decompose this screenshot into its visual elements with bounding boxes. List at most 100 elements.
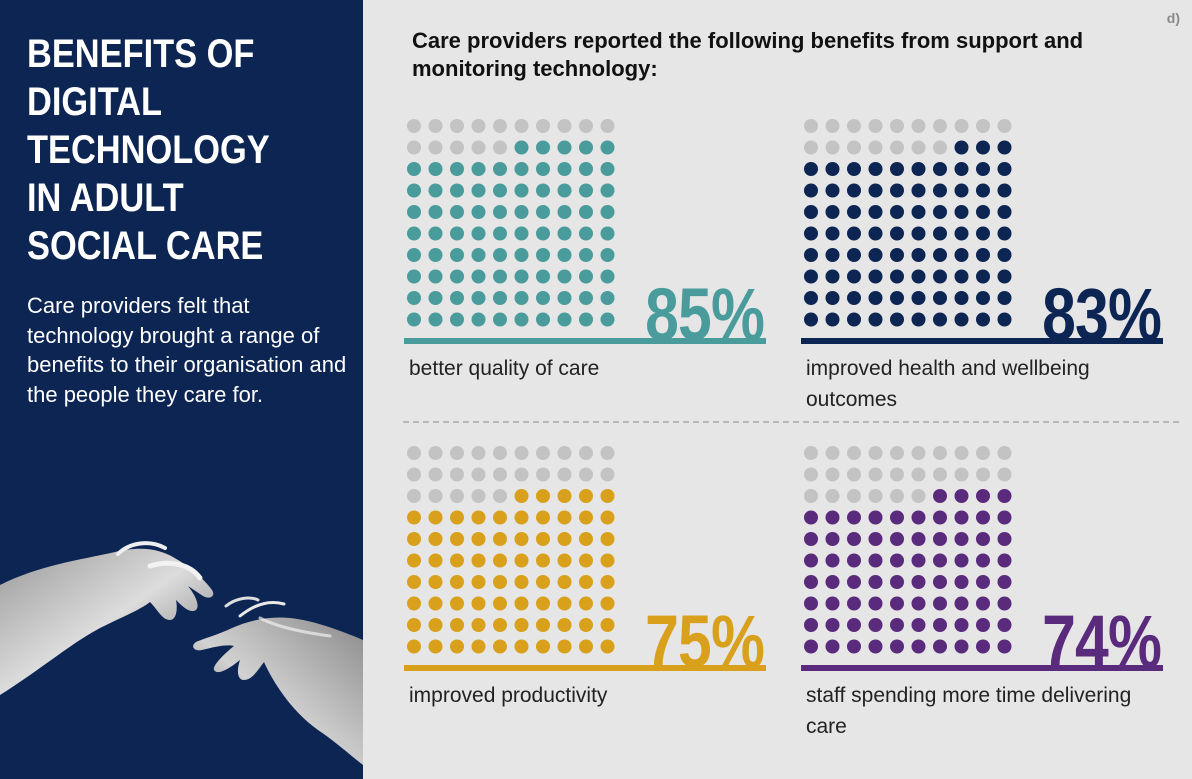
waffle-dot-empty — [407, 446, 421, 460]
waffle-dot-filled — [890, 618, 904, 632]
waffle-dot-empty — [557, 446, 572, 460]
waffle-dot-filled — [976, 553, 990, 568]
waffle-dot-filled — [450, 226, 464, 241]
waffle-dot-filled — [407, 248, 421, 262]
waffle-dot-filled — [428, 618, 443, 632]
waffle-dot-filled — [976, 489, 990, 503]
waffle-dot-filled — [407, 291, 421, 305]
waffle-dot-filled — [976, 575, 990, 589]
waffle-dot-filled — [847, 162, 861, 176]
waffle-dot-filled — [471, 553, 486, 568]
chart-heading: Care providers reported the following be… — [412, 28, 1084, 81]
waffle-dot-filled — [868, 226, 883, 241]
waffle-dot-filled — [976, 248, 990, 262]
waffle-dot-empty — [428, 489, 443, 503]
waffle-dot-filled — [954, 291, 969, 305]
waffle-dot-filled — [493, 312, 507, 327]
waffle-dot-empty — [407, 140, 421, 155]
waffle-dot-empty — [976, 467, 990, 482]
waffle-dot-filled — [428, 162, 443, 176]
waffle-dot-filled — [890, 162, 904, 176]
waffle-dot-filled — [804, 226, 818, 241]
waffle-dot-filled — [493, 532, 507, 546]
waffle-dot-filled — [579, 162, 593, 176]
waffle-dot-filled — [579, 183, 593, 198]
waffle-dot-filled — [493, 291, 507, 305]
waffle-dot-filled — [825, 162, 840, 176]
waffle-dot-filled — [847, 269, 861, 284]
waffle-dot-empty — [825, 446, 840, 460]
waffle-dot-filled — [954, 183, 969, 198]
waffle-dot-filled — [976, 312, 990, 327]
waffle-dot-empty — [579, 467, 593, 482]
page-title: BENEFITS OF DIGITAL TECHNOLOGY IN ADULT … — [27, 30, 302, 270]
waffle-dot-filled — [579, 639, 593, 654]
waffle-dot-filled — [428, 639, 443, 654]
waffle-dot-empty — [825, 467, 840, 482]
waffle-dot-filled — [933, 639, 947, 654]
waffle-dot-filled — [557, 226, 572, 241]
waffle-dot-filled — [514, 553, 529, 568]
waffle-dot-filled — [536, 639, 550, 654]
waffle-dot-filled — [911, 639, 926, 654]
waffle-dot-filled — [911, 596, 926, 611]
waffle-dot-empty — [911, 446, 926, 460]
waffle-dot-filled — [890, 596, 904, 611]
waffle-dot-filled — [514, 226, 529, 241]
waffle-dot-filled — [471, 532, 486, 546]
waffle-dot-filled — [997, 532, 1012, 546]
waffle-dot-filled — [600, 532, 615, 546]
corner-tag: d) — [1166, 10, 1180, 26]
waffle-dot-empty — [579, 446, 593, 460]
waffle-dot-filled — [890, 510, 904, 525]
waffle-dot-filled — [536, 140, 550, 155]
waffle-dot-filled — [890, 575, 904, 589]
waffle-dot-filled — [804, 575, 818, 589]
waffle-dot-filled — [493, 596, 507, 611]
waffle-dot-filled — [471, 510, 486, 525]
waffle-dot-filled — [600, 489, 615, 503]
waffle-dot-filled — [804, 269, 818, 284]
waffle-dot-filled — [804, 312, 818, 327]
stat-rule — [801, 665, 1163, 671]
waffle-dot-filled — [997, 596, 1012, 611]
title-line: BENEFITS OF — [27, 32, 255, 76]
waffle-dot-empty — [600, 119, 615, 133]
waffle-dot-filled — [407, 312, 421, 327]
waffle-dot-filled — [536, 575, 550, 589]
waffle-dot-filled — [493, 269, 507, 284]
waffle-dot-filled — [407, 183, 421, 198]
waffle-dot-filled — [514, 489, 529, 503]
waffle-dot-filled — [933, 183, 947, 198]
waffle-dot-filled — [536, 183, 550, 198]
waffle-dot-empty — [536, 119, 550, 133]
waffle-dot-filled — [976, 510, 990, 525]
waffle-dot-filled — [847, 291, 861, 305]
waffle-dot-empty — [933, 446, 947, 460]
waffle-dot-filled — [536, 489, 550, 503]
waffle-dot-filled — [579, 532, 593, 546]
waffle-dot-filled — [954, 596, 969, 611]
waffle-dot-filled — [450, 510, 464, 525]
waffle-dot-filled — [911, 162, 926, 176]
waffle-dot-filled — [868, 639, 883, 654]
waffle-dot-filled — [997, 140, 1012, 155]
waffle-dot-empty — [804, 119, 818, 133]
waffle-dot-filled — [600, 248, 615, 262]
waffle-dot-filled — [536, 596, 550, 611]
waffle-dot-filled — [868, 575, 883, 589]
waffle-dot-filled — [954, 553, 969, 568]
waffle-dot-empty — [868, 489, 883, 503]
waffle-dot-filled — [557, 575, 572, 589]
waffle-dot-filled — [911, 226, 926, 241]
waffle-dot-empty — [976, 446, 990, 460]
waffle-dot-filled — [868, 291, 883, 305]
waffle-dot-empty — [933, 140, 947, 155]
waffle-dot-empty — [493, 467, 507, 482]
waffle-dot-empty — [600, 446, 615, 460]
waffle-dot-filled — [579, 575, 593, 589]
waffle-dot-filled — [890, 553, 904, 568]
section-divider — [403, 421, 1179, 423]
waffle-dot-filled — [514, 618, 529, 632]
waffle-dot-empty — [890, 446, 904, 460]
